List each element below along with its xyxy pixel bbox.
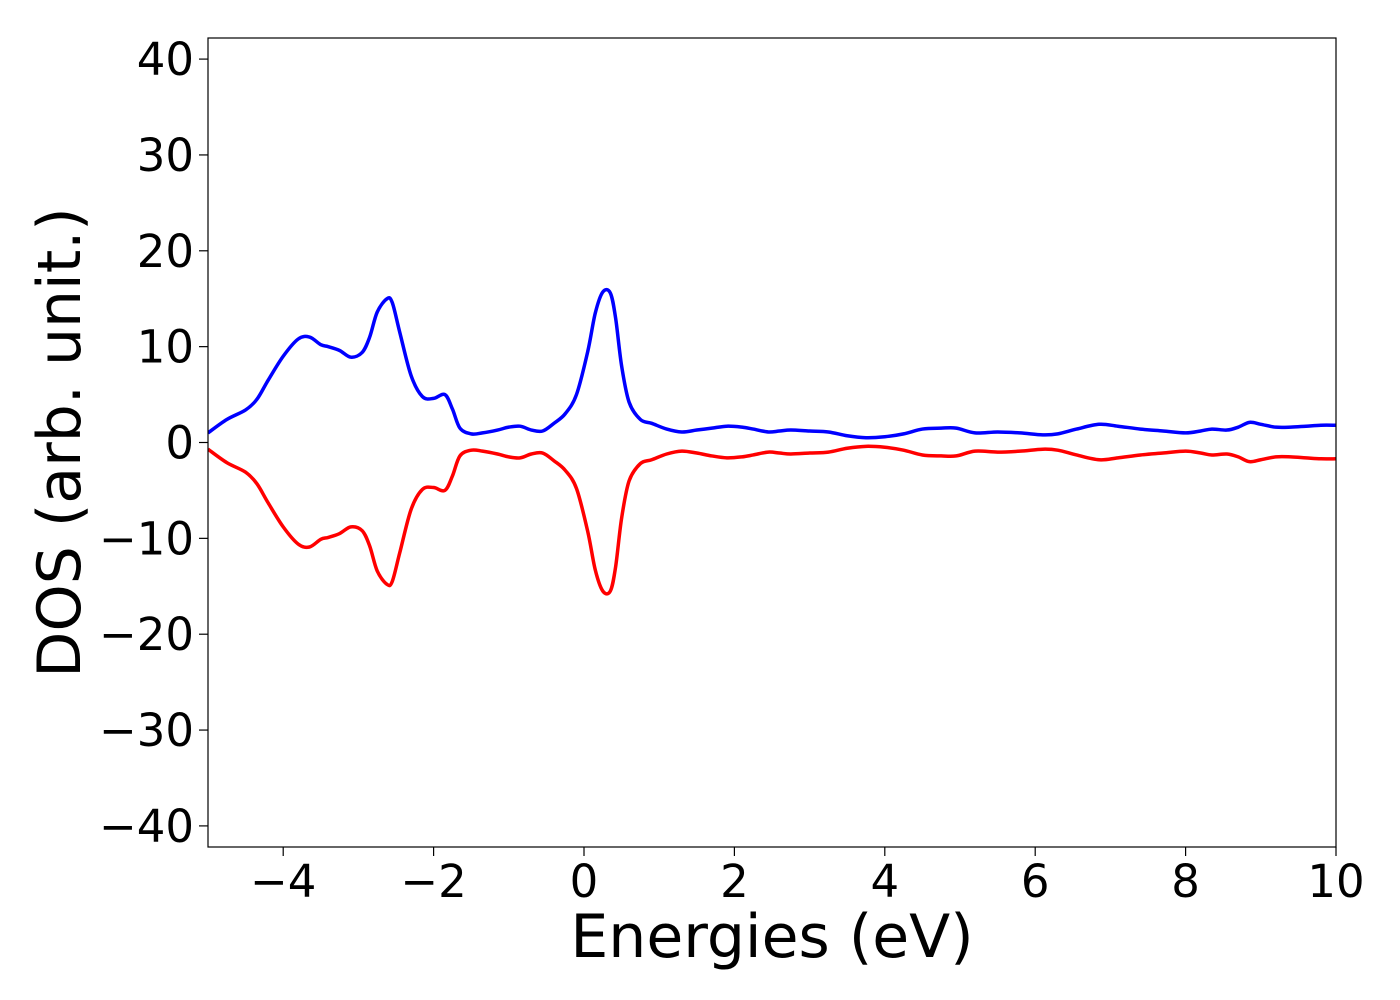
x-tick-label: −2	[400, 855, 466, 908]
x-axis-title: Energies (eV)	[570, 902, 973, 972]
x-tick-label: 8	[1171, 855, 1200, 908]
y-tick-label: 40	[137, 33, 194, 86]
x-tick-label: 0	[570, 855, 599, 908]
series-line-spin-down	[208, 444, 1336, 596]
y-tick-label: 0	[165, 417, 194, 470]
x-tick-label: 2	[720, 855, 749, 908]
y-tick-label: −20	[99, 608, 194, 661]
x-axis-ticks: −4 −2 0 2 4 6 8 10	[250, 847, 1365, 908]
series-line-spin-up	[208, 287, 1336, 440]
y-axis-ticks: 40 30 20 10 0 −10 −20 −30 −40	[99, 33, 208, 853]
series-layer	[208, 287, 1336, 596]
x-tick-label: 6	[1021, 855, 1050, 908]
y-tick-label: −10	[99, 512, 194, 565]
y-tick-label: −40	[99, 800, 194, 853]
x-tick-label: −4	[250, 855, 316, 908]
y-tick-label: 10	[137, 321, 194, 374]
x-tick-label: 10	[1307, 855, 1364, 908]
x-tick-label: 4	[870, 855, 899, 908]
y-tick-label: −30	[99, 704, 194, 757]
y-axis-title: DOS (arb. unit.)	[25, 207, 95, 677]
y-tick-label: 30	[137, 129, 194, 182]
y-tick-label: 20	[137, 225, 194, 278]
